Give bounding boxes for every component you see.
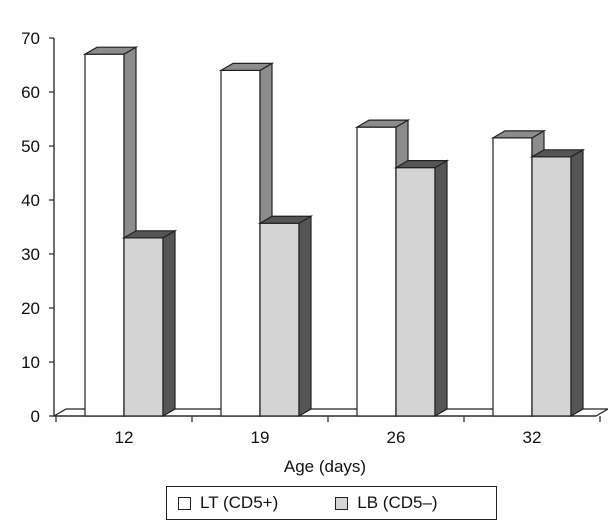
- bar-lb-26-side: [434, 159, 448, 418]
- chart-bars: [82, 46, 586, 418]
- legend-item-lt: LT (CD5+): [178, 493, 278, 513]
- y-tick-label: 30: [21, 245, 40, 264]
- x-axis-label: Age (days): [284, 457, 366, 476]
- legend-label-lb: LB (CD5–): [357, 493, 438, 512]
- bar-lb-12-side: [162, 229, 176, 418]
- bar-lb-32-front: [531, 156, 572, 417]
- chart-legend: LT (CD5+) LB (CD5–): [166, 486, 497, 520]
- bar-lt-12-top: [82, 46, 139, 55]
- bar-lt-19-top: [218, 62, 275, 72]
- legend-swatch-lt: [178, 496, 191, 510]
- bar-lb-19-front: [259, 222, 300, 417]
- bar-lb-19: [257, 215, 314, 418]
- bar-lt-32-front: [492, 137, 533, 417]
- y-tick-label: 10: [21, 353, 40, 372]
- y-tick-label: 50: [21, 137, 40, 156]
- bar-lb-12: [121, 229, 178, 418]
- bar-lt-12-front: [84, 53, 125, 417]
- bar-lb-26-top: [393, 160, 450, 169]
- legend-swatch-lb: [335, 496, 349, 510]
- bar-lb-12-front: [123, 237, 164, 417]
- bar-lb-26: [393, 159, 450, 418]
- legend-item-lb: LB (CD5–): [335, 493, 438, 513]
- bar-lb-12-top: [121, 230, 178, 239]
- bar-lt-19-front: [220, 69, 261, 417]
- y-tick-label: 70: [21, 29, 40, 48]
- bar-lb-32: [529, 148, 586, 418]
- y-tick-label: 0: [31, 407, 40, 426]
- bar-lb-32-side: [570, 148, 584, 418]
- bar-lb-19-side: [298, 215, 312, 418]
- y-tick-label: 60: [21, 83, 40, 102]
- bar-lt-26-front: [356, 126, 397, 417]
- x-tick-label: 26: [387, 428, 406, 447]
- bar-lt-19: [218, 62, 275, 418]
- x-tick-label: 19: [251, 428, 270, 447]
- chart-tick-labels: 0 10 20 30 40 50 60 70 12 19 26 32: [21, 29, 541, 447]
- bar-lt-32-top: [490, 130, 547, 139]
- legend-label-lt: LT (CD5+): [200, 493, 279, 512]
- y-tick-label: 40: [21, 191, 40, 210]
- bar-lb-19-top: [257, 215, 314, 224]
- bar-lb-32-top: [529, 149, 586, 158]
- bar-lt-26-top: [354, 119, 411, 128]
- x-tick-label: 12: [115, 428, 134, 447]
- x-tick-label: 32: [523, 428, 542, 447]
- y-tick-label: 20: [21, 299, 40, 318]
- bar-lb-26-front: [395, 167, 436, 417]
